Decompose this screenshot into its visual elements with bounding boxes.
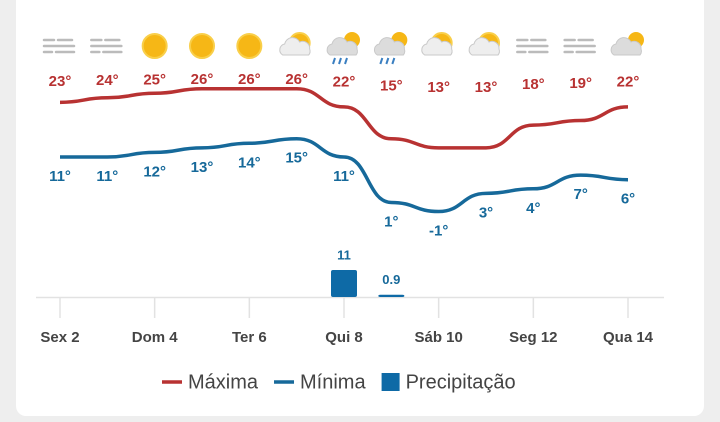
weather-icon xyxy=(610,32,644,56)
value-label: 11° xyxy=(49,168,71,185)
weather-icon xyxy=(42,38,76,54)
value-label: 1° xyxy=(384,213,398,230)
value-label: 12° xyxy=(143,163,166,180)
weather-icon xyxy=(516,38,549,54)
rain-drop xyxy=(344,57,348,65)
x-tick-label: Sex 2 xyxy=(40,329,79,346)
value-label: 6° xyxy=(621,191,635,208)
value-label: 11° xyxy=(96,168,118,185)
x-tick-label: Sáb 10 xyxy=(414,329,462,346)
weather-icon xyxy=(468,32,500,56)
sun xyxy=(141,33,168,59)
precip-bar xyxy=(378,294,405,297)
value-label: 23° xyxy=(49,73,72,90)
sun xyxy=(189,33,215,59)
x-tick-label: Qui 8 xyxy=(325,329,363,346)
rain-drop xyxy=(385,57,390,65)
value-label: 15° xyxy=(380,78,403,95)
value-label: 18° xyxy=(522,76,545,93)
legend-label: Mínima xyxy=(300,371,366,393)
x-tick-label: Dom 4 xyxy=(132,329,179,346)
value-label: 26° xyxy=(191,71,214,88)
legend-item: Máxima xyxy=(162,371,259,393)
value-label: 13° xyxy=(475,79,498,96)
value-label: 19° xyxy=(569,75,592,92)
x-tick-label: Ter 6 xyxy=(232,329,267,346)
cloud xyxy=(374,37,406,56)
value-label: 13° xyxy=(427,79,450,96)
rain-drop xyxy=(332,57,336,65)
legend-swatch xyxy=(381,373,400,391)
value-label: 15° xyxy=(285,150,308,167)
card xyxy=(16,0,704,416)
weather-icon xyxy=(279,32,311,56)
value-label: 3° xyxy=(479,204,493,221)
cloud xyxy=(468,37,500,56)
weather-icon xyxy=(374,32,408,65)
value-label: 22° xyxy=(333,73,356,90)
cloud xyxy=(279,37,311,56)
x-tick-label: Seg 12 xyxy=(509,329,557,346)
rain-drop xyxy=(379,57,384,65)
weather-icon xyxy=(90,38,123,54)
legend-item: Mínima xyxy=(274,371,366,393)
legend-item: Precipitação xyxy=(381,371,516,393)
value-label: 25° xyxy=(143,72,166,89)
rain-drop xyxy=(391,57,396,65)
cloud xyxy=(421,37,453,56)
cloud xyxy=(610,37,642,56)
line xyxy=(59,136,629,214)
value-label: 26° xyxy=(285,71,308,88)
value-label: 24° xyxy=(96,72,119,89)
value-label: 7° xyxy=(573,186,587,203)
weather-icon xyxy=(563,38,596,54)
x-tick-label: Qua 14 xyxy=(603,329,654,346)
value-label: -1° xyxy=(429,223,448,240)
value-label: 26° xyxy=(238,71,261,88)
value-label: 13° xyxy=(191,159,214,176)
precip-label: 0.9 xyxy=(382,272,400,287)
cloud xyxy=(326,37,358,56)
value-label: 4° xyxy=(526,200,540,217)
precip-label: 11 xyxy=(337,247,351,262)
legend-label: Máxima xyxy=(188,371,259,393)
weather-icon xyxy=(141,33,168,59)
rain-drop xyxy=(338,57,342,65)
value-label: 22° xyxy=(617,73,640,90)
value-label: 14° xyxy=(238,154,261,171)
weather-icon xyxy=(326,32,360,65)
weather-icon xyxy=(421,32,453,56)
weather-icon xyxy=(236,33,263,59)
sun xyxy=(236,33,263,59)
legend-label: Precipitação xyxy=(406,371,516,393)
precip-bar xyxy=(331,270,357,297)
value-label: 11° xyxy=(333,168,355,185)
line xyxy=(59,86,629,150)
weather-icon xyxy=(189,33,215,59)
